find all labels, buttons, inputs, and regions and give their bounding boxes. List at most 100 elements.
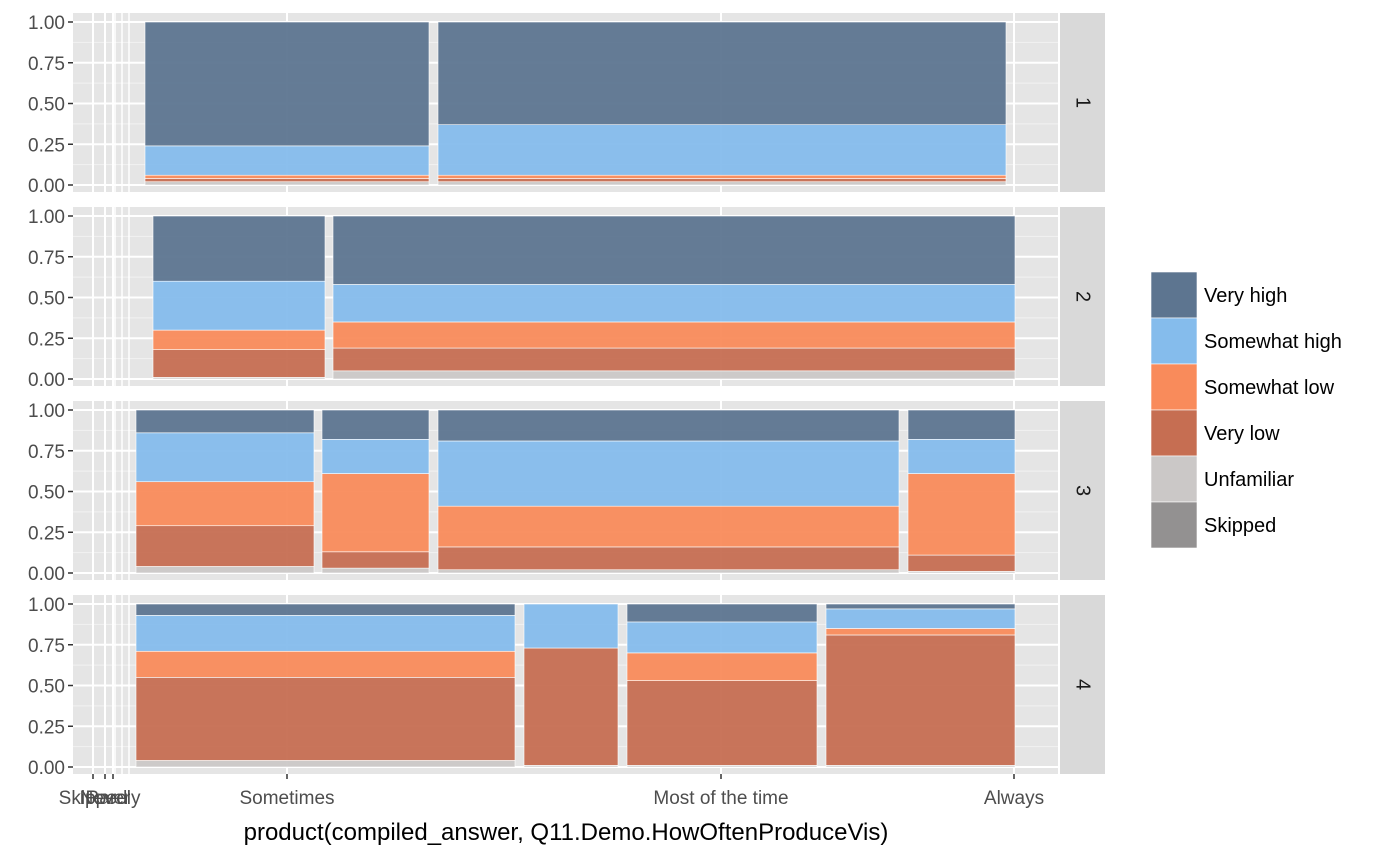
bar-segment-very-high (144, 21, 430, 147)
bar-segment-very-high (135, 409, 315, 434)
bar-segment-very-low (321, 551, 430, 569)
bar-segment-somewhat-high (825, 608, 1016, 629)
bar-segment-very-low (825, 634, 1016, 766)
bar-segment-somewhat-low (135, 650, 516, 678)
bar-segment-somewhat-low (332, 321, 1016, 349)
y-tick-label: 0.50 (28, 483, 65, 504)
bar-segment-somewhat-high (135, 615, 516, 652)
facet-panel-3: 0.00 0.25 0.50 0.75 1.00 3 (28, 401, 1105, 585)
bar-segment-unfamiliar (437, 569, 900, 574)
bar-segment-very-low (152, 349, 326, 378)
bar-segment-unfamiliar (144, 181, 430, 186)
y-tick-label: 0.00 (28, 758, 65, 779)
bar-segment-somewhat-high (437, 124, 1007, 176)
bar-segment-somewhat-high (626, 621, 818, 654)
y-tick-label: 0.50 (28, 95, 65, 116)
bar-segment-very-high (825, 603, 1016, 610)
y-tick-label: 0.00 (28, 176, 65, 197)
bar-segment-somewhat-high (144, 145, 430, 176)
bar-segment-unfamiliar (332, 370, 1016, 380)
bar-segment-very-high (135, 603, 516, 616)
bar-segment-unfamiliar (135, 760, 516, 768)
bar-segment-very-high (332, 215, 1016, 285)
facet-panel-4: 0.00 0.25 0.50 0.75 1.00 4 (28, 595, 1105, 779)
bar-segment-somewhat-high (135, 432, 315, 483)
bar-segment-somewhat-low (825, 628, 1016, 636)
bar-segment-somewhat-low (321, 473, 430, 553)
bar-segment-very-low (437, 178, 1007, 183)
x-tick-label: Rarely (86, 788, 141, 809)
bar-segment-very-low (135, 677, 516, 761)
bar-segment-somewhat-low (152, 329, 326, 350)
legend-swatch (1150, 501, 1198, 549)
y-tick-label: 0.75 (28, 636, 65, 657)
bar-segment-somewhat-high (437, 440, 900, 507)
bar-segment-somewhat-low (437, 505, 900, 548)
legend-label: Somewhat low (1204, 377, 1335, 399)
facet-panel-2: 0.00 0.25 0.50 0.75 1.00 2 (28, 207, 1105, 391)
legend-label: Skipped (1204, 515, 1276, 537)
bar-segment-unfamiliar (321, 567, 430, 574)
bar-segment-very-low (144, 178, 430, 183)
bar-segment-very-high (437, 21, 1007, 125)
y-tick-label: 0.00 (28, 564, 65, 585)
bar-segment-very-high (321, 409, 430, 440)
bar-segment-very-low (626, 680, 818, 766)
facet-strip-label: 4 (1072, 679, 1094, 690)
bar-segment-somewhat-low (907, 473, 1016, 556)
legend-swatch (1150, 409, 1198, 457)
bar-segment-somewhat-low (626, 652, 818, 681)
bar-segment-somewhat-low (135, 481, 315, 527)
x-tick-label: Skipped (59, 788, 128, 809)
bar-segment-somewhat-high (152, 280, 326, 331)
bar-segment-very-high (152, 215, 326, 282)
bar-segment-somewhat-low (144, 174, 430, 179)
facet-strip (1060, 13, 1105, 192)
bar-segment-unfamiliar (135, 566, 315, 574)
legend-label: Unfamiliar (1204, 469, 1294, 491)
facet-strip (1060, 595, 1105, 774)
facet-panel-1: 0.00 0.25 0.50 0.75 1.00 1 (28, 13, 1105, 197)
bar-segment-very-low (907, 554, 1016, 572)
y-tick-label: 1.00 (28, 207, 65, 228)
bar-segment-somewhat-low (437, 174, 1007, 179)
y-tick-label: 1.00 (28, 13, 65, 34)
y-tick-label: 1.00 (28, 401, 65, 422)
legend-swatch (1150, 363, 1198, 411)
y-tick-label: 0.00 (28, 370, 65, 391)
bar-segment-very-low (523, 647, 619, 766)
y-tick-label: 0.25 (28, 523, 65, 544)
facet-strip-label: 3 (1072, 485, 1094, 496)
bar-segment-unfamiliar (437, 181, 1007, 186)
facet-panels: 0.00 0.25 0.50 0.75 1.00 1 0.00 0.25 0.50 0.75 1.0… (28, 13, 1105, 779)
facet-strip (1060, 401, 1105, 580)
legend-label: Somewhat high (1204, 331, 1342, 353)
bar-segment-somewhat-high (523, 603, 619, 649)
x-tick-label: Never (80, 788, 131, 809)
bar-segment-somewhat-high (907, 439, 1016, 474)
x-tick-label: Always (984, 788, 1044, 809)
facet-strip-label: 2 (1072, 291, 1094, 302)
bar-segment-very-low (437, 546, 900, 571)
facet-strip (1060, 207, 1105, 386)
legend-swatch (1150, 271, 1198, 319)
bar-segment-very-low (135, 525, 315, 567)
y-tick-label: 0.25 (28, 717, 65, 738)
bar-segment-somewhat-high (321, 439, 430, 474)
legend-label: Very low (1204, 423, 1280, 445)
legend: Very high Somewhat high Somewhat low Very l… (1150, 271, 1342, 549)
y-tick-label: 0.75 (28, 248, 65, 269)
bar-segment-very-high (437, 409, 900, 442)
bar-segment-very-high (907, 409, 1016, 440)
bar-segment-very-high (626, 603, 818, 623)
x-axis-title: product(compiled_answer, Q11.Demo.HowOft… (244, 819, 889, 846)
facet-strip-label: 1 (1072, 97, 1094, 108)
legend-swatch (1150, 317, 1198, 365)
y-tick-label: 0.50 (28, 289, 65, 310)
y-tick-label: 0.25 (28, 135, 65, 156)
y-tick-label: 0.25 (28, 329, 65, 350)
y-tick-label: 0.75 (28, 54, 65, 75)
x-tick-label: Most of the time (653, 788, 788, 809)
